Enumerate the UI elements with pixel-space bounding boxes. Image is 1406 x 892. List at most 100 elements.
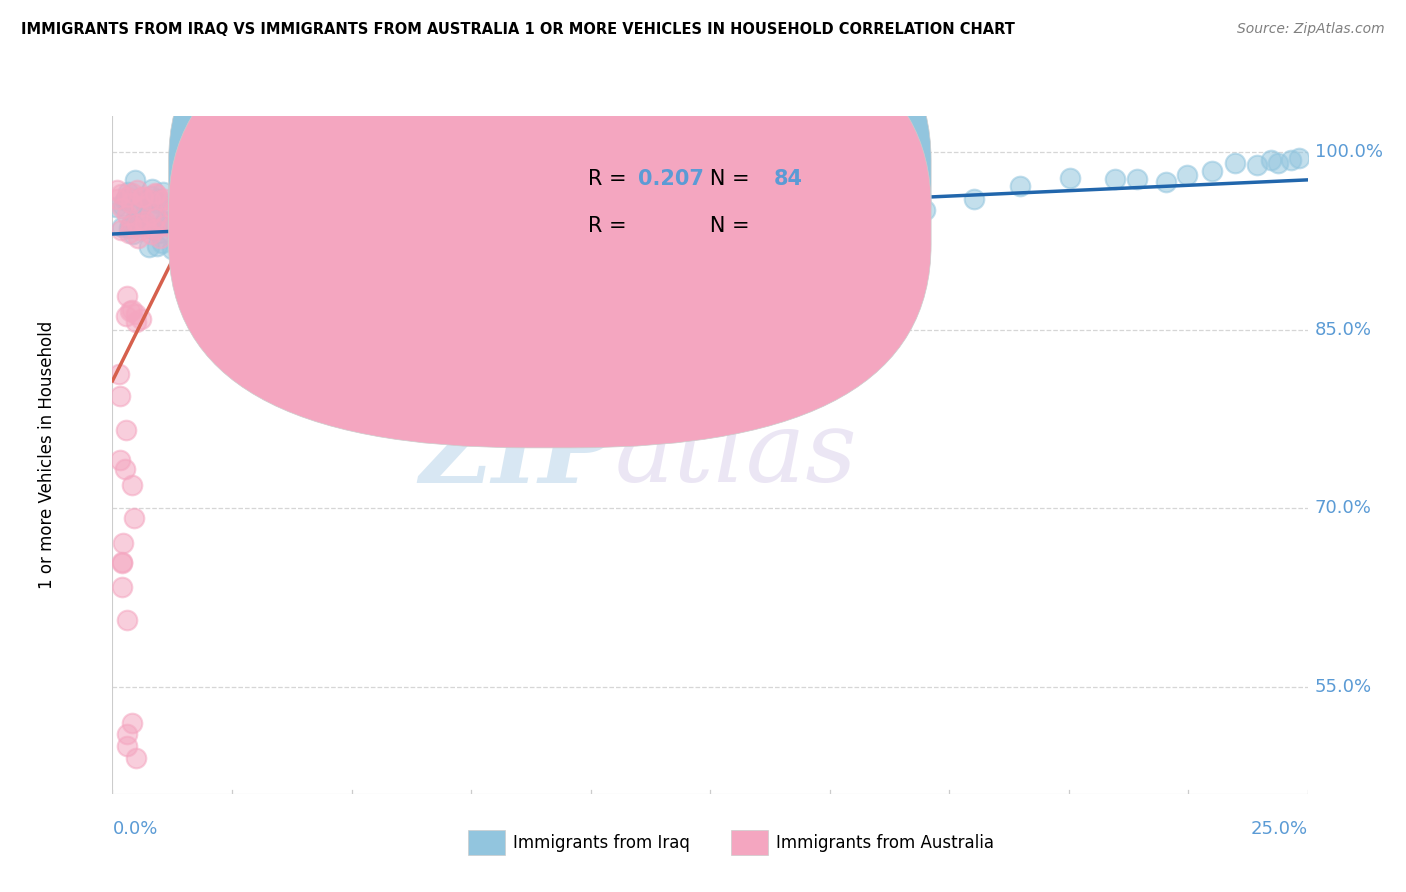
Point <box>114 310 136 324</box>
Point <box>111 220 134 235</box>
Point <box>218 250 240 264</box>
Point <box>122 511 145 525</box>
Text: 0.207: 0.207 <box>638 169 704 189</box>
Point <box>124 307 146 321</box>
Point <box>105 183 128 197</box>
Point <box>121 303 143 318</box>
Point <box>191 277 214 291</box>
Point <box>183 260 205 274</box>
Text: 25.0%: 25.0% <box>1250 820 1308 838</box>
Point <box>129 199 152 213</box>
Text: 0.0%: 0.0% <box>112 820 157 838</box>
Point <box>145 186 167 200</box>
Point <box>121 715 143 730</box>
Point <box>129 212 152 227</box>
Point <box>108 389 131 403</box>
Point <box>1154 175 1177 189</box>
Point <box>1201 163 1223 178</box>
Point <box>118 303 141 318</box>
Text: 84: 84 <box>773 169 803 189</box>
Point <box>1260 153 1282 167</box>
Point <box>461 250 484 264</box>
Point <box>120 218 142 232</box>
Point <box>149 231 172 245</box>
Point <box>167 212 190 227</box>
Point <box>118 227 141 241</box>
Text: 55.0%: 55.0% <box>1315 678 1372 696</box>
Point <box>143 209 166 223</box>
Point <box>115 192 138 206</box>
Point <box>170 216 193 230</box>
Point <box>340 260 363 275</box>
Point <box>1246 158 1268 172</box>
Point <box>120 218 142 232</box>
Point <box>115 727 138 741</box>
FancyBboxPatch shape <box>169 0 931 401</box>
Point <box>110 223 132 237</box>
Point <box>141 188 163 202</box>
Point <box>104 200 127 214</box>
Text: IMMIGRANTS FROM IRAQ VS IMMIGRANTS FROM AUSTRALIA 1 OR MORE VEHICLES IN HOUSEHOL: IMMIGRANTS FROM IRAQ VS IMMIGRANTS FROM … <box>21 22 1015 37</box>
Point <box>108 453 131 467</box>
FancyBboxPatch shape <box>169 4 931 448</box>
Text: Source: ZipAtlas.com: Source: ZipAtlas.com <box>1237 22 1385 37</box>
Point <box>188 244 211 259</box>
Text: ZIP: ZIP <box>419 407 614 503</box>
Text: Immigrants from Australia: Immigrants from Australia <box>776 834 994 852</box>
Point <box>181 230 204 244</box>
Point <box>1177 169 1199 183</box>
Point <box>173 228 195 243</box>
Point <box>111 555 134 569</box>
Point <box>145 211 167 225</box>
Point <box>127 230 149 244</box>
Point <box>157 201 180 215</box>
Point <box>160 242 183 256</box>
Point <box>169 223 191 237</box>
Text: 85.0%: 85.0% <box>1315 321 1372 339</box>
Point <box>111 556 134 570</box>
Point <box>114 461 136 475</box>
Point <box>112 199 135 213</box>
Point <box>159 214 181 228</box>
Text: Immigrants from Iraq: Immigrants from Iraq <box>513 834 690 852</box>
Point <box>173 244 195 258</box>
Point <box>1059 171 1081 186</box>
Point <box>166 226 188 240</box>
Point <box>131 190 153 204</box>
Point <box>110 187 132 202</box>
Point <box>139 227 162 242</box>
Point <box>107 367 129 381</box>
Point <box>141 222 163 236</box>
Point <box>1267 156 1289 170</box>
Point <box>177 250 200 264</box>
Point <box>114 194 136 208</box>
Text: N =: N = <box>690 169 756 189</box>
Point <box>124 200 146 214</box>
Point <box>150 236 173 251</box>
Point <box>125 217 148 231</box>
Point <box>224 238 246 252</box>
Point <box>201 249 224 263</box>
Point <box>152 185 174 199</box>
Point <box>153 214 176 228</box>
Point <box>117 208 139 222</box>
Point <box>1288 151 1310 165</box>
Point <box>389 256 412 270</box>
Point <box>267 268 290 282</box>
Point <box>114 424 136 438</box>
Point <box>1008 179 1031 194</box>
Point <box>143 222 166 236</box>
Point <box>124 173 146 187</box>
Point <box>141 206 163 220</box>
Point <box>132 193 155 207</box>
Point <box>115 190 138 204</box>
Point <box>141 182 163 196</box>
Point <box>160 220 183 235</box>
Point <box>145 186 167 201</box>
Text: 0.455: 0.455 <box>638 216 704 235</box>
Point <box>770 209 793 223</box>
Point <box>111 201 134 215</box>
Point <box>134 194 156 209</box>
Point <box>125 751 148 765</box>
Point <box>148 226 170 240</box>
